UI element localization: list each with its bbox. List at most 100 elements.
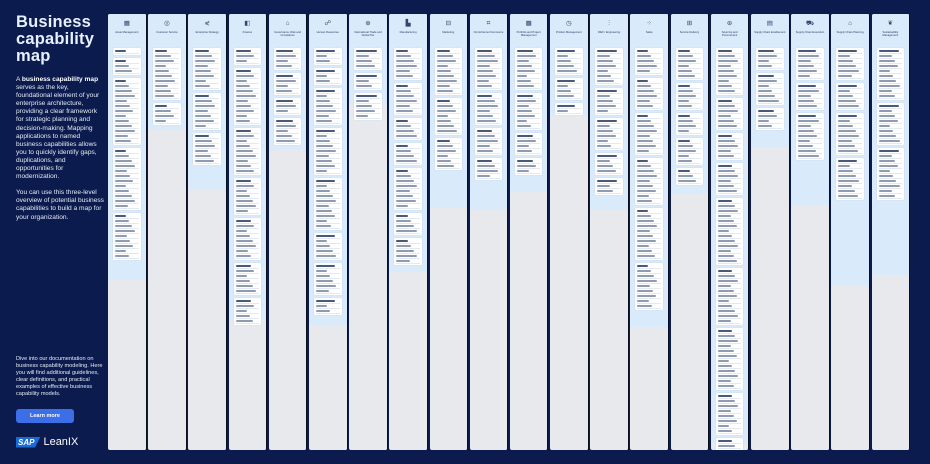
capability-card[interactable] [635, 113, 664, 155]
capability-card[interactable] [394, 168, 422, 210]
capability-card[interactable] [354, 73, 382, 90]
capability-column[interactable]: ⌗ Omnichannel Commerce [469, 14, 509, 450]
capability-card[interactable] [233, 48, 262, 65]
capability-column[interactable]: ⌂ Supply Chain Planning [831, 14, 870, 450]
capability-card[interactable] [394, 238, 422, 265]
capability-card[interactable] [715, 48, 744, 95]
capability-card[interactable] [313, 233, 342, 260]
capability-card[interactable] [514, 133, 543, 155]
capability-card[interactable] [273, 73, 302, 95]
capability-card[interactable] [675, 168, 704, 185]
capability-card[interactable] [113, 58, 141, 75]
capability-card[interactable] [514, 158, 543, 175]
capability-card[interactable] [193, 93, 221, 130]
capability-card[interactable] [313, 178, 342, 230]
capability-column[interactable]: ⊛ Sourcing and Procurement [710, 14, 750, 450]
capability-card[interactable] [474, 48, 503, 90]
capability-column[interactable]: ⁘ Sales [630, 14, 670, 450]
capability-column[interactable]: ◷ Product Management [550, 14, 589, 450]
capability-card[interactable] [715, 163, 744, 195]
capability-card[interactable] [354, 93, 382, 120]
capability-card[interactable] [836, 48, 864, 80]
capability-card[interactable] [313, 263, 342, 295]
capability-card[interactable] [836, 83, 864, 110]
capability-column[interactable]: ◎ Customer Service [148, 14, 187, 450]
capability-card[interactable] [394, 48, 422, 80]
capability-card[interactable] [233, 128, 262, 175]
capability-card[interactable] [394, 213, 422, 235]
capability-column[interactable]: ◧ Finance [228, 14, 268, 450]
capability-card[interactable] [113, 48, 141, 55]
capability-column[interactable]: ▙ Manufacturing [389, 14, 428, 450]
capability-card[interactable] [635, 263, 664, 310]
capability-card[interactable] [514, 48, 543, 90]
capability-card[interactable] [876, 103, 905, 145]
capability-column[interactable]: ▦ Asset Management [108, 14, 147, 450]
capability-card[interactable] [233, 178, 262, 215]
capability-card[interactable] [394, 83, 422, 115]
capability-card[interactable] [474, 93, 503, 125]
capability-card[interactable] [434, 48, 463, 95]
capability-card[interactable] [474, 158, 503, 180]
capability-card[interactable] [595, 118, 623, 150]
capability-card[interactable] [233, 298, 262, 325]
capability-card[interactable] [675, 83, 704, 110]
capability-card[interactable] [153, 48, 181, 100]
capability-card[interactable] [796, 83, 824, 110]
capability-card[interactable] [715, 268, 744, 325]
capability-card[interactable] [113, 78, 141, 145]
capability-card[interactable] [595, 178, 623, 195]
capability-column[interactable]: ⊕ International Trade and Global Tax [349, 14, 388, 450]
capability-card[interactable] [715, 98, 744, 130]
capability-card[interactable] [233, 218, 262, 260]
capability-card[interactable] [113, 213, 141, 260]
capability-card[interactable] [514, 93, 543, 130]
capability-column[interactable]: ⫶ R&D / Engineering [590, 14, 629, 450]
capability-card[interactable] [715, 393, 744, 435]
capability-card[interactable] [313, 48, 342, 65]
capability-card[interactable] [796, 113, 824, 160]
capability-card[interactable] [756, 108, 784, 130]
capability-card[interactable] [233, 263, 262, 295]
capability-card[interactable] [876, 148, 905, 200]
learn-more-button[interactable]: Learn more [16, 409, 74, 423]
capability-card[interactable] [474, 128, 503, 155]
capability-card[interactable] [836, 113, 864, 155]
capability-column[interactable]: ▩ Portfolio and Project Management [509, 14, 549, 450]
capability-card[interactable] [715, 328, 744, 390]
capability-column[interactable]: ⛟ Supply Chain Execution [791, 14, 830, 450]
capability-card[interactable] [715, 438, 744, 450]
capability-card[interactable] [876, 48, 905, 100]
capability-card[interactable] [796, 48, 824, 80]
capability-card[interactable] [635, 158, 664, 205]
capability-card[interactable] [113, 148, 141, 210]
capability-card[interactable] [595, 153, 623, 175]
capability-card[interactable] [635, 208, 664, 260]
capability-card[interactable] [153, 103, 181, 125]
capability-card[interactable] [354, 48, 382, 70]
capability-column[interactable]: ▤ Supply Chain Enablement [751, 14, 790, 450]
capability-card[interactable] [756, 48, 784, 70]
capability-card[interactable] [675, 48, 704, 80]
capability-card[interactable] [273, 118, 302, 145]
capability-card[interactable] [756, 73, 784, 105]
capability-card[interactable] [273, 48, 302, 70]
capability-card[interactable] [595, 88, 623, 115]
capability-card[interactable] [273, 98, 302, 115]
capability-card[interactable] [434, 98, 463, 135]
capability-card[interactable] [555, 103, 583, 115]
capability-column[interactable]: ☍ Human Resources [308, 14, 348, 450]
capability-card[interactable] [715, 198, 744, 265]
capability-card[interactable] [635, 78, 664, 110]
capability-card[interactable] [394, 118, 422, 140]
capability-card[interactable] [675, 113, 704, 135]
capability-card[interactable] [193, 133, 221, 165]
capability-card[interactable] [193, 48, 221, 90]
capability-card[interactable] [313, 88, 342, 125]
capability-card[interactable] [394, 143, 422, 165]
capability-column[interactable]: ⊟ Marketing [429, 14, 469, 450]
capability-card[interactable] [313, 298, 342, 315]
capability-card[interactable] [555, 48, 583, 75]
capability-column[interactable]: ⊞ Service Delivery [670, 14, 710, 450]
capability-card[interactable] [434, 138, 463, 170]
